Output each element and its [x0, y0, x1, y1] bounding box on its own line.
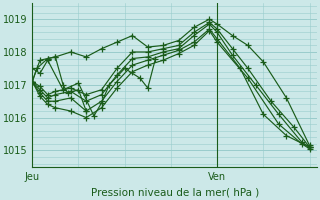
X-axis label: Pression niveau de la mer( hPa ): Pression niveau de la mer( hPa ) — [91, 187, 259, 197]
